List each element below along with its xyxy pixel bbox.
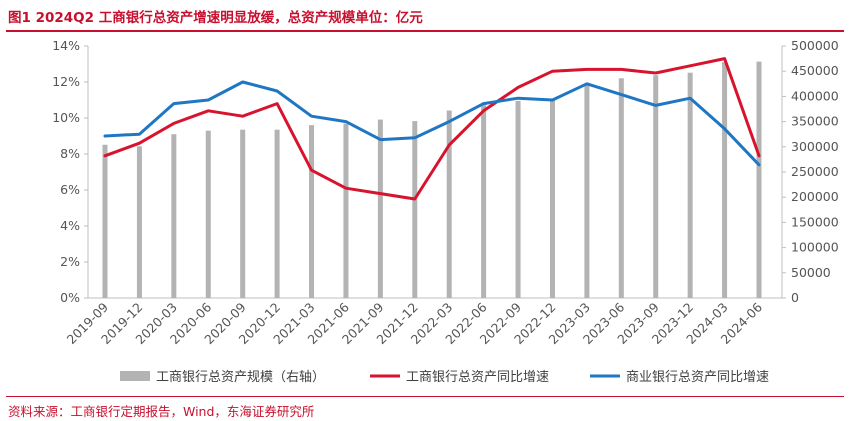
- bar-2020-09: [240, 129, 246, 298]
- bar-2019-09: [102, 144, 108, 298]
- x-axis-labels: 2019-092019-122020-032020-062020-092020-…: [64, 299, 766, 347]
- chart-title: 图1 2024Q2 工商银行总资产增速明显放缓，总资产规模单位：亿元: [8, 10, 423, 26]
- y-right-tick-label: 300000: [791, 139, 839, 154]
- line-series-group: [103, 57, 761, 201]
- bar-2021-03: [309, 125, 315, 299]
- bar-2020-06: [205, 130, 211, 298]
- bar-2021-12: [412, 121, 418, 298]
- chart-legend: 工商银行总资产规模（右轴） 工商银行总资产同比增速 商业银行总资产同比增速: [120, 370, 769, 385]
- y-left-tick-label: 2%: [60, 254, 80, 269]
- legend-label: 工商银行总资产规模（右轴）: [156, 370, 325, 385]
- bar-2023-06: [618, 78, 624, 298]
- y-right-tick-label: 250000: [791, 164, 839, 179]
- bar-2021-09: [377, 119, 383, 298]
- source-divider: [6, 396, 844, 397]
- y-right-tick-label: 100000: [791, 240, 839, 255]
- source-note: 资料来源：工商银行定期报告，Wind，东海证券研究所: [8, 404, 315, 419]
- y-right-tick-label: 400000: [791, 88, 839, 103]
- y-right-tick-label: 200000: [791, 189, 839, 204]
- bar-series-icbc-assets: [102, 61, 762, 299]
- bar-2019-12: [136, 146, 142, 298]
- legend-swatch-bar: [120, 371, 150, 381]
- y-left-tick-label: 0%: [60, 290, 80, 305]
- y-left-tick-label: 10%: [52, 110, 80, 125]
- legend-label: 商业银行总资产同比增速: [626, 370, 769, 385]
- y-right-tick-label: 150000: [791, 214, 839, 229]
- bar-2021-06: [343, 123, 349, 298]
- line-icbc-growth: [103, 57, 761, 201]
- legend-label: 工商银行总资产同比增速: [406, 370, 549, 385]
- line-commercial-banks-growth: [103, 80, 761, 167]
- title-divider: [6, 30, 844, 32]
- bar-2022-09: [515, 100, 521, 298]
- bar-2022-12: [549, 98, 555, 298]
- bar-2024-03: [722, 62, 728, 299]
- bar-2023-09: [653, 75, 659, 299]
- y-left-tick-label: 6%: [60, 182, 80, 197]
- y-right-tick-label: 500000: [791, 38, 839, 53]
- y-right-tick-label: 450000: [791, 63, 839, 78]
- y-right-tick-label: 0: [791, 290, 799, 305]
- y-left-tick-label: 8%: [60, 146, 80, 161]
- y-left-tick-label: 12%: [52, 74, 80, 89]
- bar-2023-03: [584, 83, 590, 298]
- y-left-tick-label: 14%: [52, 38, 80, 53]
- bar-2024-06: [756, 61, 762, 299]
- chart-area: 0% 2% 4% 6% 8% 10% 12% 14% 0 50000 100000 150000 200…: [52, 38, 839, 385]
- chart-axes: 0% 2% 4% 6% 8% 10% 12% 14% 0 50000 100000 150000 200…: [52, 38, 839, 305]
- y-right-tick-label: 50000: [791, 265, 831, 280]
- y-right-tick-label: 350000: [791, 114, 839, 129]
- bar-2020-12: [274, 129, 280, 298]
- bar-2023-12: [687, 72, 693, 298]
- bar-2020-03: [171, 134, 177, 298]
- bar-2022-06: [481, 103, 487, 299]
- bar-2022-03: [446, 110, 452, 299]
- y-left-tick-label: 4%: [60, 218, 80, 233]
